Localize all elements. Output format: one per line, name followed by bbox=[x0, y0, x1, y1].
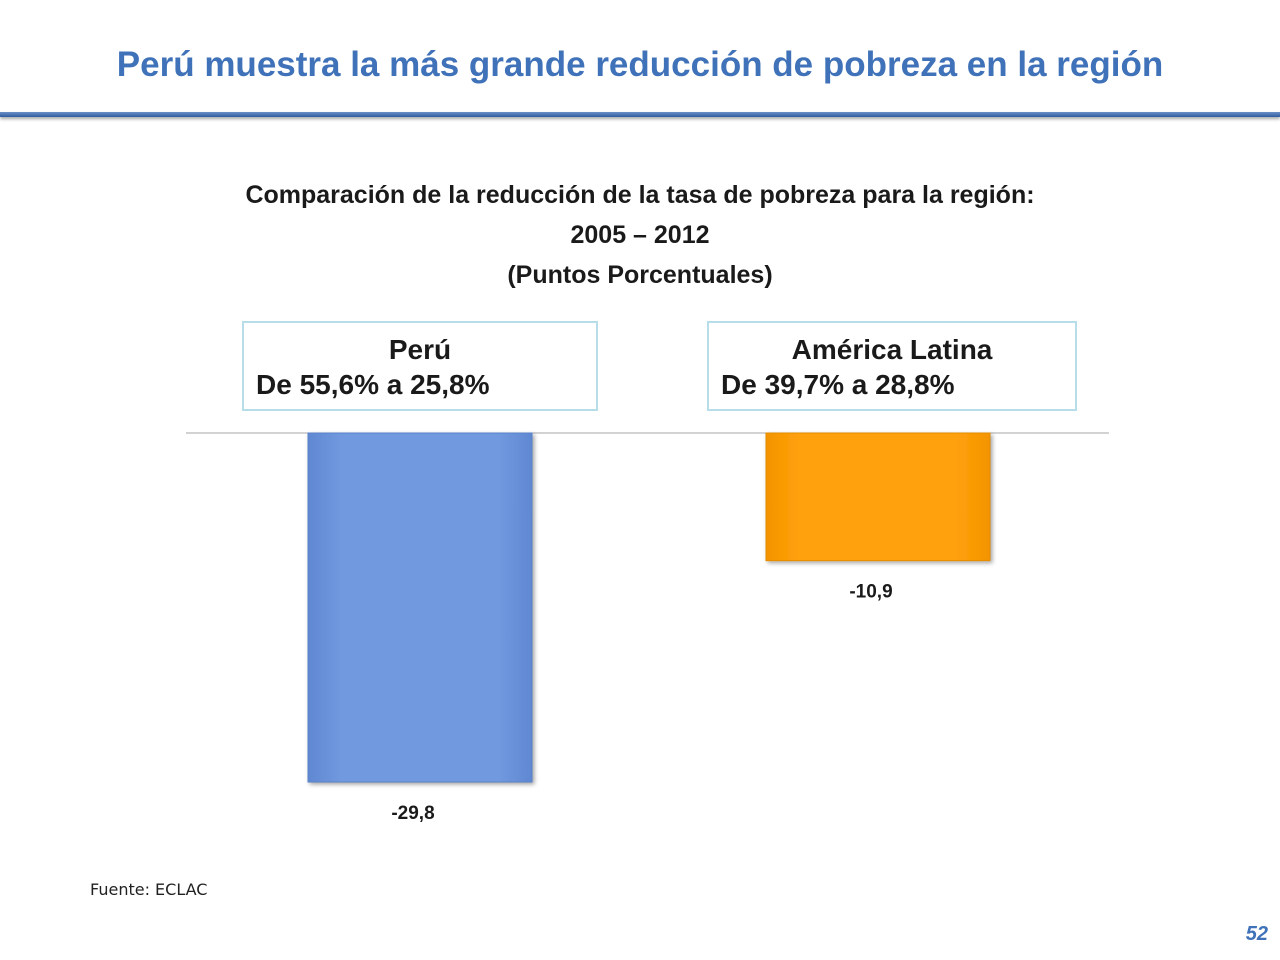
bar-peru bbox=[307, 432, 533, 783]
data-label-america-latina: -10,9 bbox=[849, 582, 892, 603]
chart-unit-label: (Puntos Porcentuales) bbox=[507, 261, 773, 289]
bar-america-latina bbox=[765, 432, 991, 562]
source-note: Fuente: ECLAC bbox=[90, 880, 208, 899]
data-label-peru: -29,8 bbox=[391, 803, 434, 824]
latam-info-box: América Latina De 39,7% a 28,8% bbox=[707, 321, 1077, 411]
latam-box-range: De 39,7% a 28,8% bbox=[721, 369, 955, 400]
chart-title: Comparación de la reducción de la tasa d… bbox=[245, 181, 1035, 209]
latam-box-name: América Latina bbox=[791, 334, 993, 365]
page-number: 52 bbox=[1245, 923, 1268, 945]
chart-subtitle: 2005 – 2012 bbox=[570, 221, 710, 249]
title-divider bbox=[0, 112, 1280, 117]
chart-heading: Comparación de la reducción de la tasa d… bbox=[90, 175, 1190, 295]
peru-info-box: Perú De 55,6% a 25,8% bbox=[242, 321, 598, 411]
peru-box-range: De 55,6% a 25,8% bbox=[256, 369, 490, 400]
slide-title: Perú muestra la más grande reducción de … bbox=[116, 45, 1164, 84]
peru-box-name: Perú bbox=[388, 334, 452, 365]
